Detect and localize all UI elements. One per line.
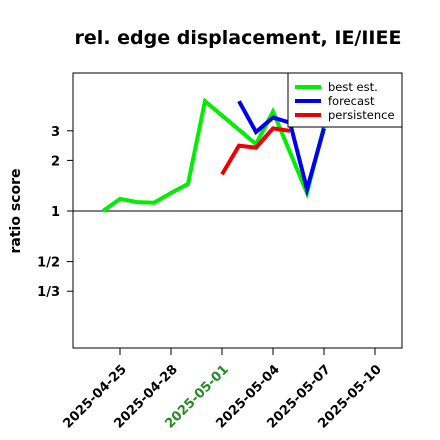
- y-tick-label: 2: [51, 154, 60, 169]
- y-axis-label: ratio score: [8, 169, 24, 254]
- legend-label: forecast: [328, 94, 375, 108]
- y-tick-label: 1: [51, 205, 60, 220]
- chart-title: rel. edge displacement, IE/IIEE: [75, 27, 402, 49]
- y-axis: 1/3 1/2 1 2 3: [37, 125, 73, 300]
- series-line-persistence: [220, 126, 291, 176]
- series-layer: [101, 97, 326, 213]
- y-tick-label: 1/2: [37, 256, 60, 271]
- series-line-forecast: [237, 100, 326, 197]
- y-tick-label: 3: [51, 125, 60, 140]
- y-tick-label: 1/3: [37, 285, 60, 300]
- x-axis: 2025-04-252025-04-282025-05-012025-05-04…: [60, 348, 385, 432]
- series-line-best-est-: [101, 97, 326, 213]
- legend-label: persistence: [328, 108, 395, 122]
- legend-label: best est.: [328, 80, 378, 94]
